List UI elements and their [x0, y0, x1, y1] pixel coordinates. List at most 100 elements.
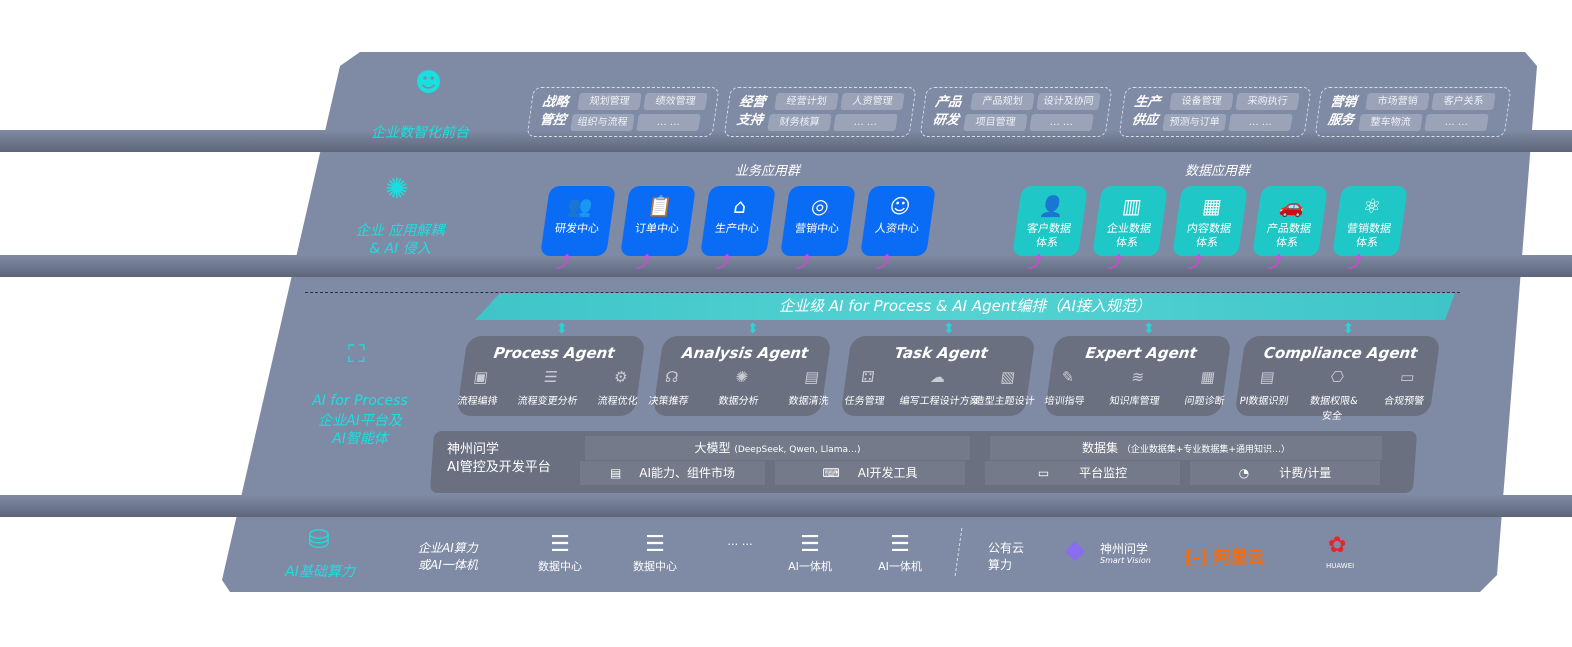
dev-tools-icon: ⌨	[822, 466, 840, 480]
module-item[interactable]: … …	[1029, 114, 1094, 131]
business-app-5[interactable]: ☺ 人资中心	[860, 186, 936, 256]
aliyun-logo: [-] 阿里云	[1185, 543, 1265, 568]
layer-divider	[0, 495, 1572, 517]
app-label: 生产中心	[714, 222, 760, 235]
server-item: … …	[710, 535, 770, 548]
curved-arrow-icon: ⤴	[875, 252, 892, 271]
feature-label: 决策推荐	[647, 396, 690, 407]
books-icon: ▦	[1200, 194, 1224, 218]
module-item[interactable]: 财务核算	[767, 114, 832, 131]
feature-icon: ▭	[1399, 368, 1416, 386]
curved-arrow-icon: ⤴	[715, 252, 732, 271]
app-label: 营销数据 体系	[1346, 222, 1392, 249]
huawei-flower-icon: ✿	[1328, 533, 1347, 558]
dev-tools-cell[interactable]: ⌨ AI开发工具	[775, 461, 965, 485]
agent-feature[interactable]: ☊ 决策推荐	[633, 368, 708, 407]
ai-layer-label-cn: 企业AI平台及 AI智能体	[318, 413, 402, 447]
data-app-5[interactable]: ⚛ 营销数据 体系	[1332, 186, 1408, 256]
bidirectional-arrow-icon: ⬍	[1342, 321, 1355, 337]
curved-arrow-icon: ⤴	[1027, 252, 1044, 271]
module-item[interactable]: 市场营销	[1365, 93, 1430, 110]
infra-layer-label: AI基础算力	[285, 564, 355, 580]
data-app-3[interactable]: ▦ 内容数据 体系	[1172, 186, 1248, 256]
business-app-2[interactable]: 📋 订单中心	[620, 186, 696, 256]
agent-card-4[interactable]: Expert Agent ✎ 培训指导 ≋ 知识库管理 ▦ 问题诊断	[1044, 336, 1232, 416]
bidirectional-arrow-icon: ⬍	[556, 321, 568, 337]
app-label: 内容数据 体系	[1186, 222, 1232, 249]
module-item[interactable]: 产品规划	[970, 93, 1035, 110]
smart-vision-name: 神州问学	[1100, 542, 1149, 556]
module-item[interactable]: … …	[1228, 114, 1293, 131]
module-item[interactable]: 经营计划	[774, 93, 839, 110]
module-item[interactable]: 组织与流程	[570, 114, 635, 131]
business-app-4[interactable]: ◎ 营销中心	[780, 186, 856, 256]
server-item: ☰ AI一体机	[780, 532, 840, 574]
app-label: 研发中心	[554, 222, 600, 235]
business-app-1[interactable]: 👥 研发中心	[540, 186, 616, 256]
smart-vision-sub: Smart Vision	[1100, 556, 1151, 565]
server-icon: ☰	[645, 532, 665, 557]
app-label: 人资中心	[874, 222, 920, 235]
dataset-label: 数据集	[1082, 441, 1119, 455]
module-item[interactable]: … …	[636, 114, 701, 131]
module-item[interactable]: 人资管理	[840, 93, 905, 110]
layer-divider	[0, 130, 1572, 152]
agent-feature[interactable]: ▣ 流程编排	[442, 368, 517, 407]
feature-label: 流程编排	[456, 396, 499, 407]
curved-arrow-icon: ⤴	[1107, 252, 1124, 271]
feature-icon: ≋	[1130, 368, 1146, 386]
agent-feature[interactable]: ▤ PI数据识别	[1228, 368, 1303, 407]
app-label: 产品数据 体系	[1266, 222, 1312, 249]
agent-card-1[interactable]: Process Agent ▣ 流程编排 ☰ 流程变更分析 ⚙ 流程优化	[456, 336, 646, 416]
building-icon: ▥	[1120, 194, 1144, 218]
server-icon: ☰	[800, 532, 820, 557]
feature-icon: ▤	[1259, 368, 1276, 386]
data-app-1[interactable]: 👤 客户数据 体系	[1012, 186, 1088, 256]
data-app-2[interactable]: ▥ 企业数据 体系	[1092, 186, 1168, 256]
module-item[interactable]: 客户关系	[1431, 93, 1496, 110]
feature-label: 问题诊断	[1183, 396, 1226, 407]
module-item[interactable]: 设计及协同	[1036, 93, 1101, 110]
module-item[interactable]: 项目管理	[963, 114, 1028, 131]
aliyun-bracket-icon: [-]	[1185, 548, 1208, 568]
module-item[interactable]: 预测与订单	[1162, 114, 1227, 131]
billing-cell[interactable]: ◔ 计费/计量	[1190, 461, 1380, 485]
agent-name: Expert Agent	[1084, 344, 1198, 362]
feature-icon: ▣	[472, 368, 490, 386]
enterprise-compute-label: 企业AI算力 或AI一体机	[418, 541, 478, 572]
monitoring-cell[interactable]: ▭ 平台监控	[985, 461, 1180, 485]
module-item[interactable]: … …	[1424, 114, 1489, 131]
business-app-3[interactable]: ⌂ 生产中心	[700, 186, 776, 256]
module-item[interactable]: 设备管理	[1169, 93, 1234, 110]
data-app-4[interactable]: 🚗 产品数据 体系	[1252, 186, 1328, 256]
feature-label: 造型主题设计	[973, 396, 1036, 407]
team-icon: 👥	[565, 194, 595, 218]
agent-feature[interactable]: ☰ 流程变更分析	[512, 368, 587, 407]
agent-card-3[interactable]: Task Agent ⚃ 任务管理 ☁ 编写工程设计方案 ▧ 造型主题设计	[840, 336, 1036, 416]
bidirectional-arrow-icon: ⬍	[943, 321, 955, 337]
agent-feature[interactable]: ✺ 数据分析	[703, 368, 778, 407]
feature-icon: ⚃	[860, 368, 876, 386]
public-cloud-label: 公有云 算力	[988, 541, 1025, 572]
business-group-title: 业务应用群	[735, 164, 801, 179]
agent-feature[interactable]: ▭ 合规预警	[1368, 368, 1443, 407]
module-item[interactable]: 采购执行	[1235, 93, 1300, 110]
agent-card-2[interactable]: Analysis Agent ☊ 决策推荐 ✺ 数据分析 ▤ 数据清洗	[648, 336, 832, 416]
feature-label: 任务管理	[843, 396, 886, 407]
model-label: 大模型	[694, 441, 731, 455]
agent-feature[interactable]: ⚃ 任务管理	[829, 368, 904, 407]
agent-feature[interactable]: ≋ 知识库管理	[1099, 368, 1174, 407]
model-note: (DeepSeek, Qwen, Llama…)	[734, 445, 861, 455]
aliyun-name: 阿里云	[1213, 548, 1265, 568]
feature-icon: ⎔	[1329, 368, 1346, 386]
agent-card-5[interactable]: Compliance Agent ▤ PI数据识别 ⎔ 数据权限& 安全 ▭ 合规预警	[1234, 336, 1443, 422]
agent-feature[interactable]: ☁ 编写工程设计方案	[899, 368, 981, 407]
module-item[interactable]: 整车物流	[1358, 114, 1423, 131]
component-market-cell[interactable]: ▤ AI能力、组件市场	[580, 461, 765, 485]
factory-icon: ⌂	[732, 194, 749, 218]
agent-feature[interactable]: ⎔ 数据权限& 安全	[1296, 368, 1374, 422]
module-item[interactable]: 规划管理	[577, 93, 642, 110]
agent-feature[interactable]: ✎ 培训指导	[1029, 368, 1104, 407]
module-item[interactable]: … …	[833, 114, 898, 131]
module-item[interactable]: 绩效管理	[643, 93, 708, 110]
